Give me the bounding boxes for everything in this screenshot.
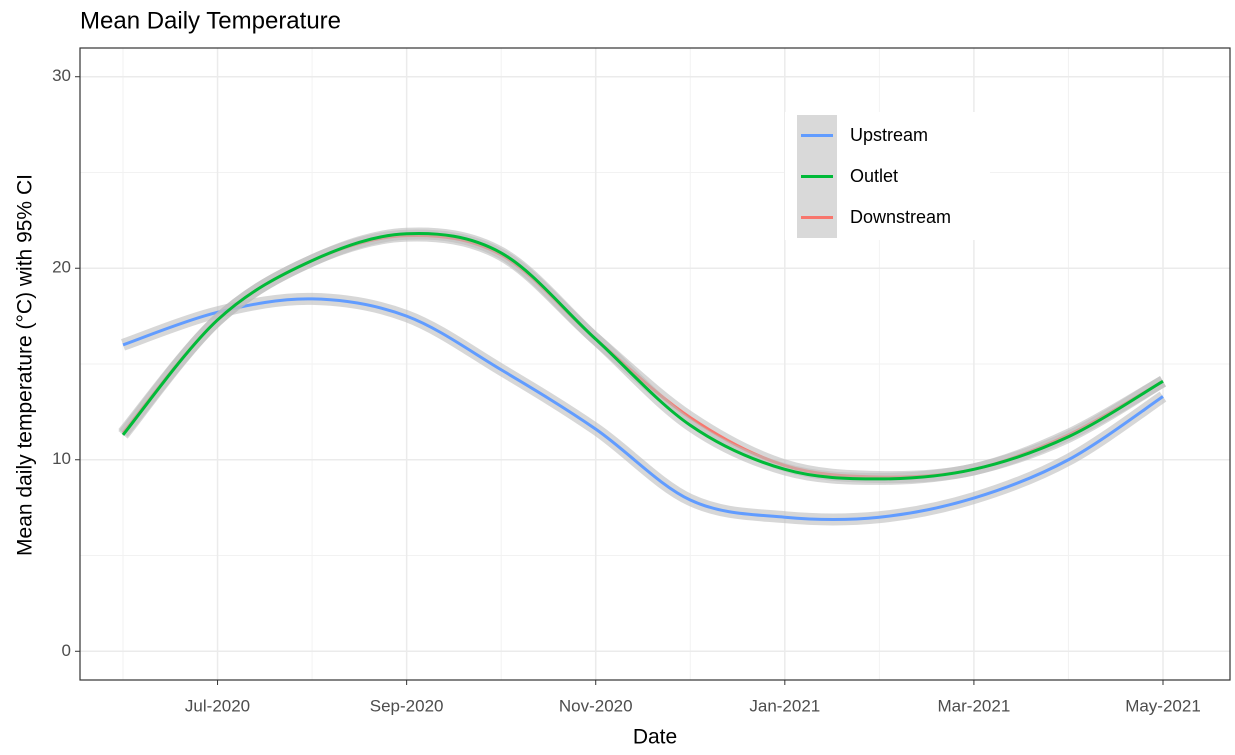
y-tick-label: 20 xyxy=(52,258,71,277)
legend: Upstream Outlet Downstream xyxy=(785,112,990,240)
ci-band xyxy=(118,227,1167,485)
series-line xyxy=(121,232,1164,481)
plot-border xyxy=(79,47,1231,681)
x-tick-label: Jan-2021 xyxy=(749,696,820,715)
x-tick-label: Nov-2020 xyxy=(559,696,633,715)
legend-label: Downstream xyxy=(850,207,951,227)
legend-label: Outlet xyxy=(850,166,898,186)
x-axis-label: Date xyxy=(633,726,677,749)
y-tick-label: 30 xyxy=(52,66,71,85)
x-tick-label: Mar-2021 xyxy=(938,696,1011,715)
x-tick-label: May-2021 xyxy=(1125,696,1201,715)
x-tick-label: Sep-2020 xyxy=(370,696,444,715)
legend-label: Upstream xyxy=(850,125,928,145)
chart-title: Mean Daily Temperature xyxy=(80,7,341,34)
series-line xyxy=(122,297,1164,521)
y-tick-label: 10 xyxy=(52,449,71,468)
y-tick-label: 0 xyxy=(62,641,71,660)
y-axis-label: Mean daily temperature (°C) with 95% CI xyxy=(14,174,37,556)
x-tick-label: Jul-2020 xyxy=(185,696,250,715)
